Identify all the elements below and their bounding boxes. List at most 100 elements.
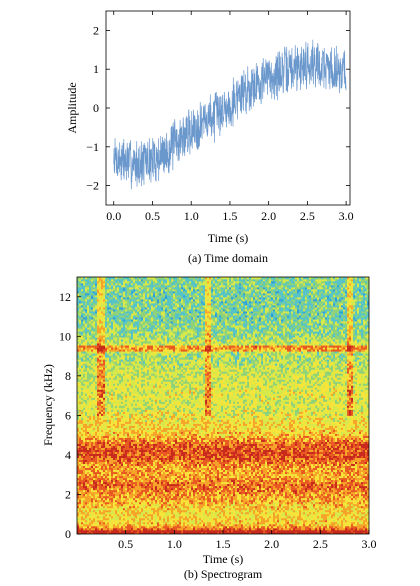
spectrogram-cell [181,521,184,525]
spectrogram-cell [333,471,336,475]
spectrogram-cell [243,499,246,503]
spectrogram-cell [113,473,116,477]
spectrogram-cell [177,475,180,479]
spectrogram-cell [97,515,100,519]
spectrogram-cell [157,497,160,501]
spectrogram-cell [81,475,84,479]
spectrogram-cell [291,475,294,479]
spectrogram-cell [219,493,222,497]
spectrogram-cell [213,521,216,525]
spectrogram-cell [145,473,148,477]
spectrogram-cell [97,529,100,533]
spectrogram-cell [221,517,224,521]
spectrogram-cell [91,467,94,471]
spectrogram-cell [147,503,150,507]
spectrogram-cell [309,519,312,523]
spectrogram-cell [251,465,254,469]
spectrogram-cell [289,473,292,477]
spectrogram-cell [85,503,88,507]
spectrogram-cell [289,531,292,534]
spectrogram-cell [161,487,164,491]
spectrogram-cell [105,467,108,471]
spectrogram-cell [119,465,122,469]
spectrogram-cell [163,483,166,487]
spectrogram-cell [79,467,82,471]
spectrogram-cell [333,513,336,517]
spectrogram-cell [209,517,212,521]
spectrogram-cell [283,467,286,471]
spectrogram-cell [175,495,178,499]
spectrogram-cell [209,505,212,509]
spectrogram-cell [321,475,324,479]
spectrogram-cell [301,515,304,519]
spectrogram-cell [287,469,290,473]
spectrogram-cell [323,509,326,513]
spectrogram-cell [367,471,369,475]
spectrogram-cell [357,467,360,471]
spectrogram-cell [199,487,202,491]
spectrogram-cell [249,521,252,525]
spectrogram-cell [311,529,314,533]
spectrogram-cell [229,469,232,473]
spectrogram-cell [275,527,278,531]
spectrogram-cell [115,473,118,477]
spectrogram-cell [183,487,186,491]
spectrogram-cell [91,517,94,521]
spectrogram-cell [345,471,348,475]
spectrogram-cell [351,483,354,487]
spectrogram-cell [217,473,220,477]
spectrogram-cell [231,493,234,497]
spectrogram-cell [213,483,216,487]
spectrogram-cell [177,487,180,491]
spectrogram-cell [239,519,242,523]
spectrogram-cell [193,477,196,481]
spectrogram-cell [183,481,186,485]
spectrogram-cell [341,495,344,499]
spectrogram-cell [307,505,310,509]
spectrogram-cell [89,519,92,523]
spectrogram-cell [271,505,274,509]
spectrogram-cell [355,501,358,505]
spectrogram-cell [257,513,260,517]
spectrogram-cell [273,465,276,469]
spectrogram-cell [315,519,318,523]
spectrogram-cell [209,471,212,475]
spectrogram-cell [171,527,174,531]
spectrogram-cell [313,523,316,527]
spectrogram-cell [307,509,310,513]
spectrogram-cell [227,501,230,505]
amplitude-signal [113,39,347,190]
spectrogram-cell [353,481,356,485]
spectrogram-cell [203,483,206,487]
spectrogram-cell [343,513,346,517]
spectrogram-cell [271,507,274,511]
spectrogram-cell [323,495,326,499]
spectrogram-cell [249,513,252,517]
spectrogram-cell [331,509,334,513]
spectrogram-cell [345,529,348,533]
spectrogram-cell [345,475,348,479]
spectrogram-cell [149,467,152,471]
spectrogram-cell [119,515,122,519]
spectrogram-cell [365,505,368,509]
spectrogram-cell [279,479,282,483]
spectrogram-cell [85,489,88,493]
spectrogram-cell [215,477,218,481]
spectrogram-cell [133,507,136,511]
spectrogram-cell [361,499,364,503]
spectrogram-cell [235,491,238,495]
spectrogram-cell [97,473,100,477]
spectrogram-cell [141,495,144,499]
spectrogram-cell [193,525,196,529]
spectrogram-cell [219,511,222,515]
spectrogram-cell [241,479,244,483]
spectrogram-cell [155,471,158,475]
spectrogram-cell [205,483,208,487]
spectrogram-cell [161,475,164,479]
spectrogram-cell [193,511,196,515]
spectrogram-cell [263,499,266,503]
spectrogram-cell [229,487,232,491]
spectrogram-cell [341,505,344,509]
spectrogram-cell [195,491,198,495]
spectrogram-cell [97,465,100,469]
